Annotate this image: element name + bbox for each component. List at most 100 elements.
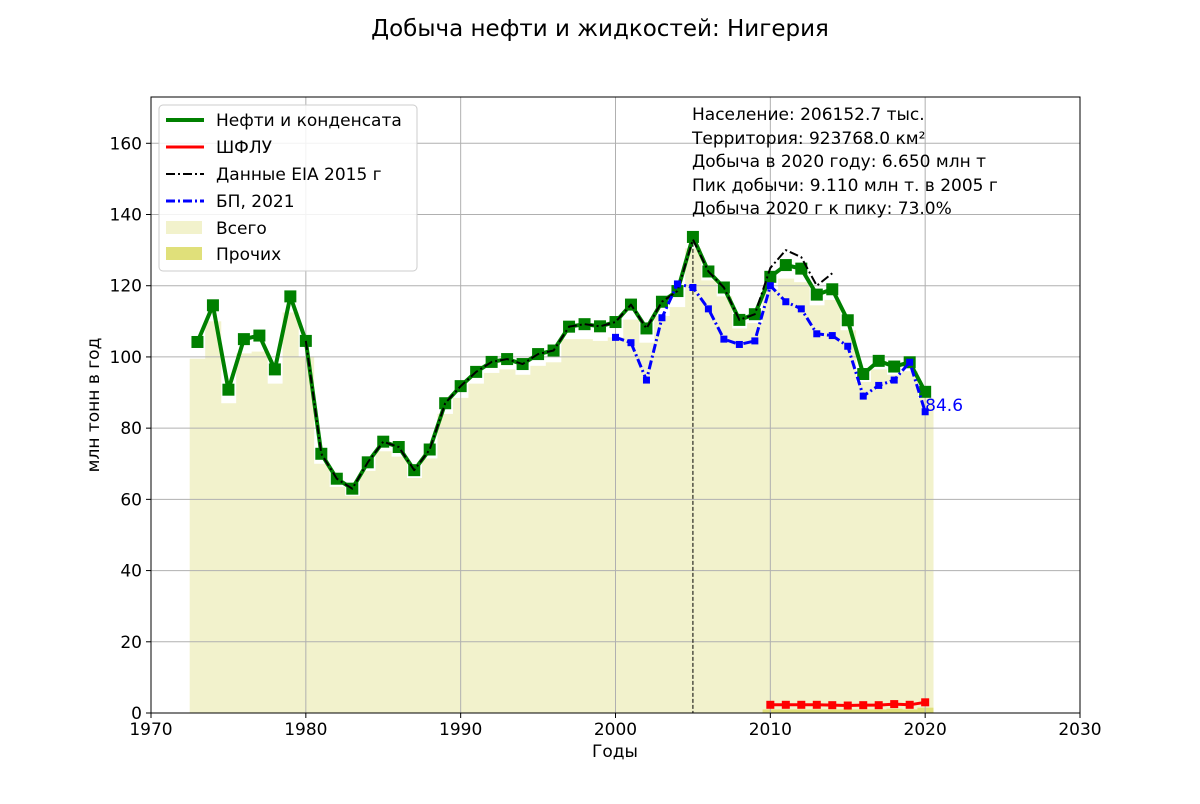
series-bp-2021-point xyxy=(704,305,712,313)
y-tick-label: 0 xyxy=(131,704,142,724)
area-bar-total xyxy=(778,278,795,713)
legend-swatch-total xyxy=(166,221,202,234)
legend-frame xyxy=(158,104,418,272)
series-bp-2021-point xyxy=(921,408,929,416)
series-oil-condensate-point xyxy=(578,318,591,331)
tick-layer: 1970 1980 1990 2000 2010 2020 2030 0 20 40 60 80 100… xyxy=(110,134,1102,740)
area-bar-total xyxy=(592,340,609,713)
info-production-2020: Добыча в 2020 году: 6.650 млн т xyxy=(692,152,986,172)
area-bar-others xyxy=(901,709,919,713)
last-value-annotation: 84.6 xyxy=(925,396,963,416)
series-oil-condensate-point xyxy=(423,443,436,456)
area-bar-total xyxy=(514,374,531,713)
chart-title: Добыча нефти и жидкостей: Нигерия xyxy=(371,16,829,42)
y-tick-label: 40 xyxy=(120,562,142,582)
legend-label-eia: Данные EIA 2015 г xyxy=(216,165,382,185)
area-bar-others xyxy=(824,709,841,713)
area-bar-total xyxy=(344,495,361,713)
x-tick-label: 2030 xyxy=(1058,720,1101,740)
y-tick-label: 80 xyxy=(120,419,142,439)
series-bp-2021-point xyxy=(906,358,914,366)
area-bar-total xyxy=(205,321,222,713)
area-bar-total xyxy=(406,477,423,713)
series-bp-2021-point xyxy=(813,330,821,338)
area-bar-total xyxy=(236,353,253,713)
area-bar-total xyxy=(576,339,593,713)
legend-swatch-others xyxy=(166,247,202,260)
series-bp-2021-point xyxy=(766,282,774,290)
series-bp-2021-point xyxy=(735,340,743,348)
y-tick-label: 160 xyxy=(110,134,142,154)
series-ngl-point xyxy=(859,701,868,710)
legend-label-ngl: ШФЛУ xyxy=(216,138,273,158)
area-bar-total xyxy=(251,351,268,713)
area-bar-others xyxy=(793,709,810,713)
series-bp-2021-point xyxy=(782,298,790,306)
series-oil-condensate-point xyxy=(826,283,839,296)
series-eia-2015-line xyxy=(304,238,833,490)
series-oil-condensate-point xyxy=(268,363,281,376)
info-peak-production: Пик добычи: 9.110 млн т. в 2005 г xyxy=(692,176,998,196)
area-bar-total xyxy=(700,280,717,713)
area-bar-total xyxy=(747,323,764,713)
info-territory: Территория: 923768.0 км² xyxy=(691,129,925,149)
area-bar-total xyxy=(638,342,655,713)
x-tick-label: 1990 xyxy=(439,720,482,740)
series-ngl-point xyxy=(797,700,806,709)
area-bar-others xyxy=(870,709,888,713)
area-bar-total xyxy=(468,383,485,713)
series-oil-condensate-point xyxy=(237,333,250,346)
y-tick-label: 100 xyxy=(110,348,142,368)
series-oil-condensate-point xyxy=(191,335,204,348)
legend-label-bp: БП, 2021 xyxy=(216,192,295,212)
area-bar-total xyxy=(809,305,826,713)
x-tick-label: 2000 xyxy=(594,720,637,740)
series-bp-2021-point xyxy=(627,339,635,347)
area-bar-total xyxy=(886,374,903,713)
area-bar-total xyxy=(840,330,857,713)
series-bp-2021-point xyxy=(720,335,728,343)
legend-label-others: Прочих xyxy=(216,245,281,265)
area-bar-total xyxy=(437,413,454,713)
series-oil-condensate-point xyxy=(919,385,932,398)
area-bar-total xyxy=(855,381,872,713)
area-bar-others xyxy=(840,709,857,713)
series-ngl-point xyxy=(843,701,852,710)
series-ngl-point xyxy=(874,701,883,710)
area-bar-total xyxy=(421,458,439,713)
series-layer xyxy=(191,230,932,710)
series-bp-2021-point xyxy=(797,305,805,313)
info-ratio-to-peak: Добыча 2020 г к пику: 73.0% xyxy=(692,199,952,219)
series-ngl-point xyxy=(781,700,790,709)
series-oil-condensate-point xyxy=(888,360,901,373)
series-bp-2021-point xyxy=(689,283,697,291)
series-bp-2021-point xyxy=(875,381,883,389)
series-oil-condensate-point xyxy=(872,354,885,367)
series-bp-2021-point xyxy=(751,337,759,345)
x-axis-label: Годы xyxy=(592,742,638,762)
y-axis-label: млн тонн в год xyxy=(84,338,104,473)
series-oil-condensate-point xyxy=(377,435,390,448)
area-bar-total xyxy=(267,383,284,713)
area-bar-total xyxy=(189,358,206,713)
series-ngl-point xyxy=(828,701,837,710)
legend: Нефти и конденсата ШФЛУ Данные EIA 2015 … xyxy=(158,104,418,272)
info-population: Население: 206152.7 тыс. xyxy=(692,105,925,125)
area-bar-total xyxy=(360,470,377,713)
series-ngl-point xyxy=(890,700,899,709)
area-bar-total xyxy=(483,372,500,713)
series-oil-condensate-point xyxy=(206,299,219,312)
series-oil-condensate-point xyxy=(594,320,607,333)
area-bar-total xyxy=(499,369,516,713)
series-oil-condensate-point xyxy=(284,290,297,303)
series-oil-condensate-point xyxy=(686,230,699,243)
y-tick-label: 140 xyxy=(110,206,142,226)
area-bar-total xyxy=(282,312,299,713)
legend-label-oil: Нефти и конденсата xyxy=(216,111,402,131)
area-bar-total xyxy=(220,403,237,713)
series-bp-2021-point xyxy=(658,314,666,322)
series-oil-condensate-point xyxy=(779,259,792,272)
area-bar-others xyxy=(809,709,826,713)
area-bar-total xyxy=(716,296,733,713)
series-oil-condensate-point xyxy=(222,383,235,396)
